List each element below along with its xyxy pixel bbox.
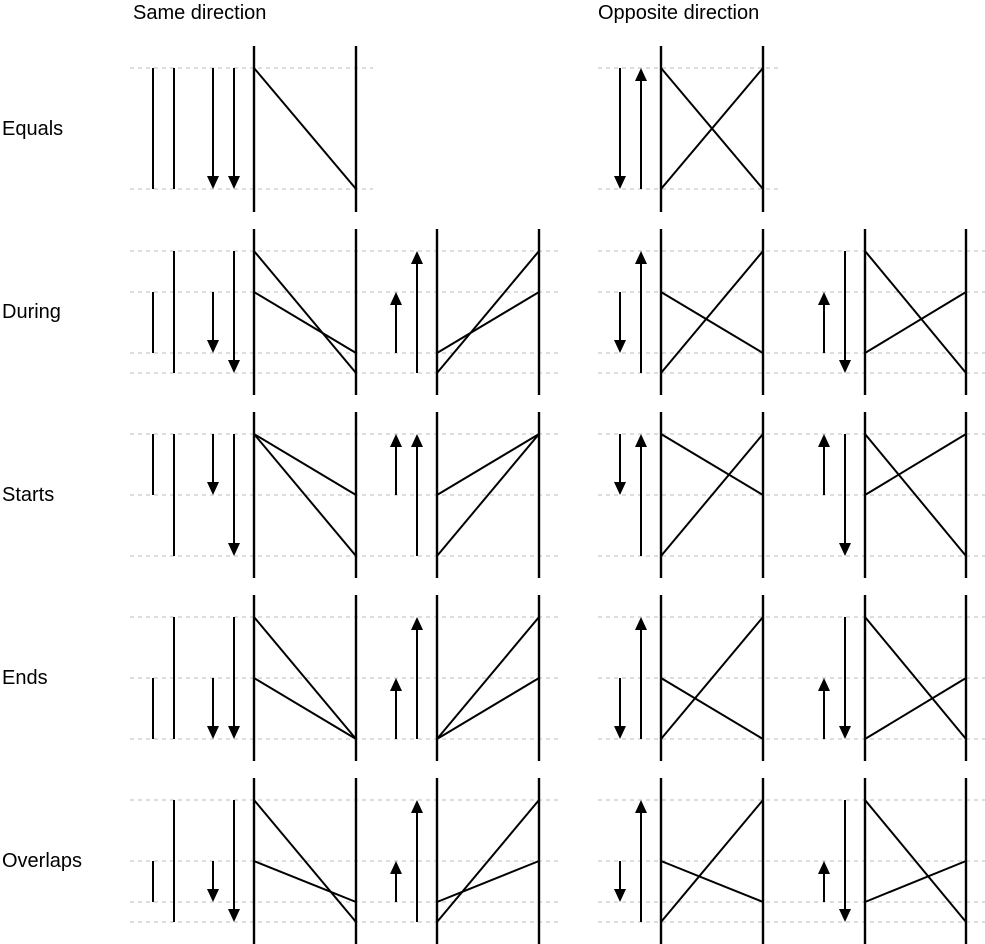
ends-same-b-arrow-x-head <box>411 617 423 630</box>
during-opp-a-arrow-x-head <box>635 251 647 264</box>
during-opp-a-link-y <box>660 291 764 354</box>
starts-opp-a-arrow-x-head <box>635 434 647 447</box>
ends-opp-b-link-x <box>864 616 967 740</box>
overlaps-opp-b-link-x <box>864 799 967 923</box>
equals-opp-a-link-y <box>660 67 764 190</box>
starts-same-b-link-x <box>436 433 540 557</box>
ends-opp-a-link-y <box>660 677 764 740</box>
overlaps-opp-a-link-x <box>660 799 764 923</box>
starts-opp-a-arrow-y-head <box>614 482 626 495</box>
during-opp-a-arrow-y-head <box>614 340 626 353</box>
during-same-b-link-y <box>436 291 540 354</box>
ends-same-a-arrow-y-head <box>207 726 219 739</box>
ends-same-b-link-x <box>436 616 540 740</box>
during-opp-b-arrow-x-head <box>839 360 851 373</box>
starts-opp-b-arrow-y-head <box>818 434 830 447</box>
starts-opp-b-link-y <box>864 433 967 496</box>
starts-same-a-link-x <box>253 433 357 557</box>
during-opp-a-link-x <box>660 250 764 374</box>
during-same-a-arrow-y-head <box>207 340 219 353</box>
overlaps-opp-b-link-y <box>864 860 967 903</box>
during-opp-b-link-x <box>864 250 967 374</box>
ends-same-b-arrow-y-head <box>390 678 402 691</box>
starts-same-b-arrow-x-head <box>411 434 423 447</box>
overlaps-same-a-arrow-x-head <box>228 909 240 922</box>
during-opp-b-arrow-y-head <box>818 292 830 305</box>
equals-same-a-arrow-y-head <box>207 176 219 189</box>
overlaps-opp-b-arrow-x-head <box>839 909 851 922</box>
equals-same-a-arrow-x-head <box>228 176 240 189</box>
ends-opp-a-arrow-x-head <box>635 617 647 630</box>
ends-opp-a-arrow-y-head <box>614 726 626 739</box>
overlaps-same-b-arrow-x-head <box>411 800 423 813</box>
during-same-a-link-y <box>253 291 357 354</box>
column-title-same-direction: Same direction <box>133 2 267 24</box>
overlaps-same-a-link-x <box>253 799 357 923</box>
during-same-a-link-x <box>253 250 357 374</box>
during-same-b-arrow-y-head <box>390 292 402 305</box>
ends-same-a-link-x <box>253 616 357 740</box>
starts-same-a-link-y <box>253 433 357 496</box>
overlaps-opp-a-link-y <box>660 860 764 903</box>
row-label-overlaps: Overlaps <box>2 850 83 872</box>
during-same-b-link-x <box>436 250 540 374</box>
column-title-opposite-direction: Opposite direction <box>598 2 760 24</box>
ends-same-b-link-y <box>436 677 540 740</box>
row-label-equals: Equals <box>2 118 64 140</box>
overlaps-same-b-link-x <box>436 799 540 923</box>
overlaps-opp-b-arrow-y-head <box>818 861 830 874</box>
during-same-a-arrow-x-head <box>228 360 240 373</box>
overlaps-same-a-link-y <box>253 860 357 903</box>
starts-same-b-arrow-y-head <box>390 434 402 447</box>
during-same-b-arrow-x-head <box>411 251 423 264</box>
starts-opp-b-arrow-x-head <box>839 543 851 556</box>
overlaps-same-b-arrow-y-head <box>390 861 402 874</box>
starts-same-a-arrow-x-head <box>228 543 240 556</box>
ends-opp-b-arrow-x-head <box>839 726 851 739</box>
ends-same-a-link-y <box>253 677 357 740</box>
starts-same-a-arrow-y-head <box>207 482 219 495</box>
during-opp-b-link-y <box>864 291 967 354</box>
equals-same-a-link-x <box>253 67 357 190</box>
starts-same-b-link-y <box>436 433 540 496</box>
overlaps-opp-a-arrow-y-head <box>614 889 626 902</box>
row-label-starts: Starts <box>2 484 55 506</box>
starts-opp-b-link-x <box>864 433 967 557</box>
row-label-during: During <box>2 301 61 323</box>
ends-opp-b-link-y <box>864 677 967 740</box>
ends-opp-a-link-x <box>660 616 764 740</box>
ends-same-a-arrow-x-head <box>228 726 240 739</box>
overlaps-same-b-link-y <box>436 860 540 903</box>
starts-opp-a-link-x <box>660 433 764 557</box>
row-label-ends: Ends <box>2 667 48 689</box>
equals-opp-a-arrow-y-head <box>614 176 626 189</box>
ends-opp-b-arrow-y-head <box>818 678 830 691</box>
starts-opp-a-link-y <box>660 433 764 496</box>
equals-opp-a-arrow-x-head <box>635 68 647 81</box>
overlaps-opp-a-arrow-x-head <box>635 800 647 813</box>
overlaps-same-a-arrow-y-head <box>207 889 219 902</box>
